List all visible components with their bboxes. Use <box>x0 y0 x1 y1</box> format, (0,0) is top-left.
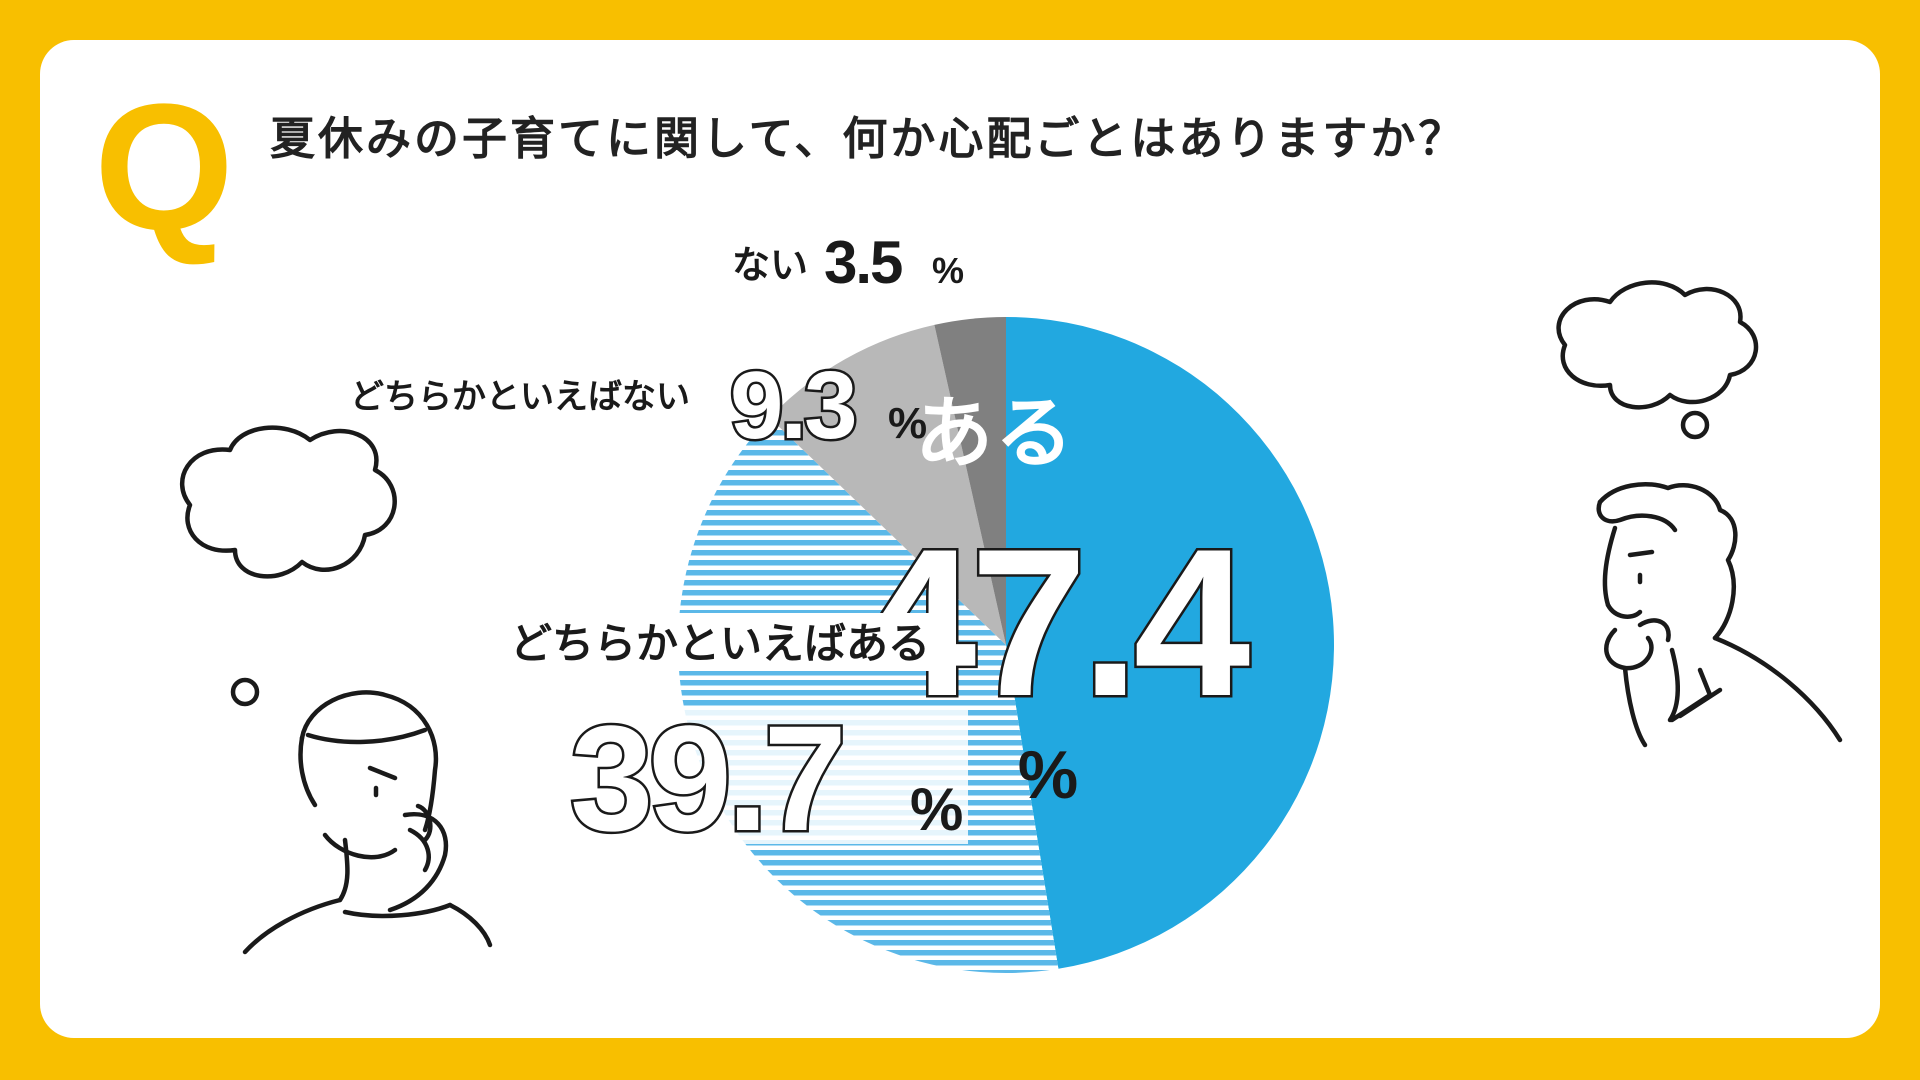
label-bg-dochiraka-nai <box>348 370 732 420</box>
slice-label-nai: ない <box>732 243 808 287</box>
slice-aru <box>1006 317 1334 969</box>
slice-unit-nai: % <box>932 250 964 291</box>
slice-unit-aru: % <box>1018 737 1078 813</box>
slice-label-aru: ある <box>915 389 1075 479</box>
slice-unit-dochiraka-aru: % <box>910 776 963 843</box>
slice-value-nai: 3.5 <box>824 229 902 296</box>
thinking-person-icon <box>1556 280 1843 748</box>
slice-label-dochiraka-aru: どちらかといえばある <box>510 619 930 668</box>
pie-chart: ある 47.4 % どちらかといえばある 39.7 % どちらかといえばない 9… <box>348 229 1334 973</box>
question-title: 夏休みの子育てに関して、何か心配ごとはありますか？ <box>270 112 1467 165</box>
slice-label-dochiraka-nai: どちらかといえばない <box>350 377 690 417</box>
slice-unit-dochiraka-nai: % <box>888 399 927 448</box>
chart-card: Q 夏休みの子育てに関して、何か心配ごとはありますか？ ある 47.4 % どち… <box>40 40 1880 1038</box>
slice-dochiraka-nai <box>769 324 1006 645</box>
slice-value-dochiraka-nai: 9.3 <box>730 352 854 459</box>
slice-nai <box>934 317 1006 645</box>
worried-person-icon <box>179 425 493 955</box>
slice-value-dochiraka-aru: 39.7 <box>570 694 842 862</box>
question-marker: Q <box>94 67 235 268</box>
value-bg-dochiraka-aru <box>568 708 968 844</box>
label-bg-dochiraka-aru <box>506 613 948 671</box>
